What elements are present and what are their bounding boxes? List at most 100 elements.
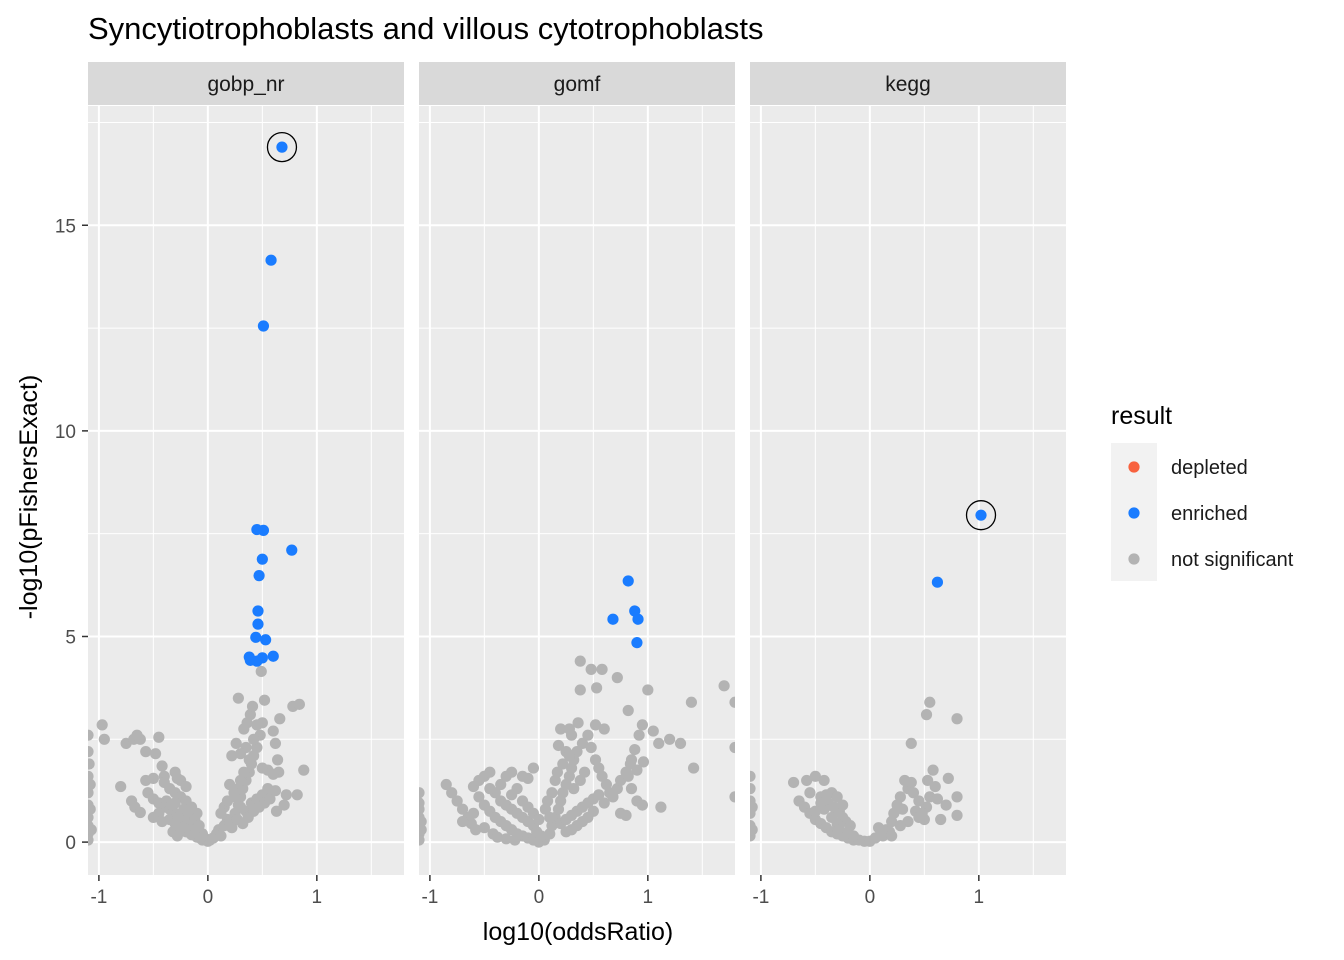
point-not-significant: [533, 813, 545, 826]
point-not-significant: [500, 833, 512, 845]
point-not-significant: [940, 799, 952, 811]
point-not-significant: [88, 824, 97, 836]
point-enriched: [256, 553, 268, 565]
point-not-significant: [729, 696, 735, 708]
point-enriched: [631, 637, 643, 649]
point-not-significant: [269, 737, 282, 750]
point-not-significant: [929, 780, 941, 793]
point-not-significant: [274, 713, 286, 725]
point-not-significant: [298, 764, 310, 776]
point-not-significant: [837, 799, 849, 811]
point-not-significant: [718, 680, 730, 692]
point-not-significant: [293, 698, 305, 710]
legend-key-enriched: [1128, 507, 1140, 519]
point-not-significant: [115, 780, 127, 793]
point-not-significant: [484, 783, 496, 795]
point-not-significant: [750, 824, 758, 836]
point-enriched: [252, 618, 264, 630]
point-enriched: [252, 605, 264, 617]
point-not-significant: [629, 743, 641, 756]
point-not-significant: [894, 820, 906, 832]
point-not-significant: [653, 737, 665, 750]
point-not-significant: [636, 799, 648, 811]
point-not-significant: [156, 815, 168, 828]
point-not-significant: [589, 719, 602, 731]
point-not-significant: [886, 830, 898, 842]
point-not-significant: [560, 826, 572, 838]
point-not-significant: [230, 737, 242, 750]
point-not-significant: [905, 737, 917, 750]
point-enriched: [632, 613, 644, 625]
point-not-significant: [804, 787, 816, 799]
point-not-significant: [522, 772, 534, 784]
point-not-significant: [625, 783, 638, 795]
point-enriched: [276, 141, 288, 153]
point-not-significant: [877, 830, 889, 842]
point-not-significant: [171, 830, 183, 842]
point-not-significant: [636, 719, 648, 731]
point-not-significant: [291, 789, 303, 801]
point-not-significant: [674, 737, 687, 750]
point-not-significant: [193, 820, 205, 832]
point-enriched: [286, 544, 298, 556]
y-tick-label: 0: [65, 833, 76, 854]
point-not-significant: [809, 770, 821, 782]
point-not-significant: [269, 785, 282, 797]
panel-gobp_nr: gobp_nr: [88, 62, 404, 875]
point-not-significant: [539, 803, 552, 815]
y-tick-label: 5: [65, 627, 76, 648]
point-not-significant: [787, 776, 800, 789]
point-not-significant: [451, 795, 463, 807]
point-enriched: [253, 570, 265, 582]
point-enriched: [250, 631, 262, 643]
point-not-significant: [267, 725, 279, 737]
point-not-significant: [527, 762, 540, 774]
point-not-significant: [818, 774, 830, 787]
point-not-significant: [246, 700, 259, 712]
chart-title: Syncytiotrophoblasts and villous cytotro…: [88, 11, 763, 46]
legend-label: not significant: [1171, 549, 1294, 571]
point-not-significant: [596, 770, 608, 782]
point-not-significant: [631, 764, 643, 776]
point-not-significant: [224, 778, 236, 791]
point-not-significant: [446, 787, 458, 799]
point-not-significant: [927, 764, 939, 776]
point-not-significant: [256, 762, 268, 774]
panel-background: [750, 106, 1066, 875]
point-not-significant: [255, 665, 267, 678]
legend-title: result: [1111, 402, 1172, 430]
point-not-significant: [270, 805, 283, 817]
point-not-significant: [872, 822, 885, 834]
point-not-significant: [750, 801, 758, 813]
panel-gomf: gomf: [419, 62, 735, 875]
point-not-significant: [951, 809, 963, 821]
point-not-significant: [264, 793, 276, 805]
point-not-significant: [156, 760, 168, 772]
strip-background: [88, 62, 404, 105]
x-tick-label: 1: [312, 887, 323, 908]
point-not-significant: [470, 824, 482, 836]
panel-kegg: kegg: [750, 62, 1066, 875]
point-enriched: [257, 320, 270, 332]
point-not-significant: [149, 748, 162, 760]
point-not-significant: [913, 795, 925, 807]
x-tick-label: 0: [203, 887, 214, 908]
point-enriched: [607, 613, 619, 625]
point-not-significant: [557, 758, 569, 770]
point-enriched: [251, 655, 263, 667]
point-not-significant: [419, 834, 425, 846]
strip-background: [750, 62, 1066, 105]
point-not-significant: [478, 822, 490, 834]
point-not-significant: [147, 772, 159, 784]
highlight-ring: [965, 500, 997, 531]
legend: result depleted enriched not significant: [1111, 402, 1294, 581]
x-tick-label: 0: [865, 887, 876, 908]
point-not-significant: [598, 723, 610, 735]
point-not-significant: [579, 766, 591, 778]
x-axis-title: log10(oddsRatio): [483, 918, 673, 946]
point-not-significant: [920, 709, 933, 721]
data-points: [419, 575, 735, 848]
point-not-significant: [215, 807, 227, 819]
point-not-significant: [572, 717, 584, 729]
point-not-significant: [221, 795, 234, 807]
